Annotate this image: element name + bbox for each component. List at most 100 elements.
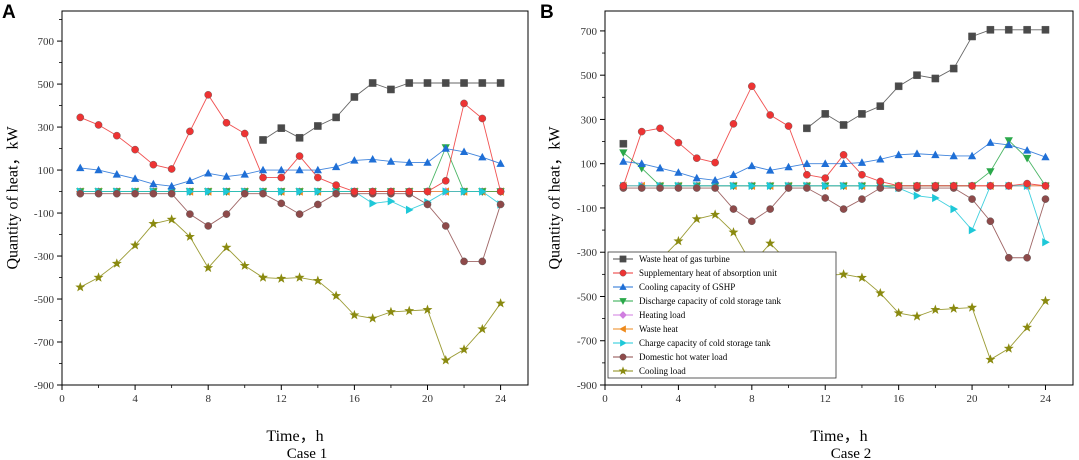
data-point xyxy=(674,184,683,192)
data-point xyxy=(496,200,505,209)
data-point xyxy=(314,200,322,209)
series-line xyxy=(80,193,502,262)
data-point xyxy=(875,287,886,298)
data-point xyxy=(730,181,738,190)
data-point xyxy=(368,187,377,196)
data-point xyxy=(460,187,469,196)
data-point xyxy=(1042,238,1050,247)
data-point xyxy=(949,64,958,73)
data-point xyxy=(673,235,684,246)
data-point xyxy=(294,272,305,282)
data-point xyxy=(478,257,487,266)
data-point xyxy=(656,184,664,192)
data-point xyxy=(986,138,995,146)
data-point xyxy=(1041,195,1050,203)
panel-b-label: B xyxy=(540,2,554,23)
legend-item: Cooling capacity of GSHP xyxy=(613,282,735,292)
data-point xyxy=(710,209,721,219)
data-point xyxy=(441,79,450,87)
data-point xyxy=(1004,182,1013,190)
series-6-group xyxy=(620,181,1050,247)
y-tick-label: 300 xyxy=(38,122,55,134)
data-point xyxy=(495,298,506,308)
data-point xyxy=(259,189,267,198)
data-point xyxy=(459,344,469,354)
data-point xyxy=(186,210,194,218)
data-point xyxy=(222,118,231,127)
series-7-group xyxy=(619,184,1050,262)
data-point xyxy=(931,150,940,159)
legend-label: Supplementary heat of absorption unit xyxy=(639,268,777,278)
panel-b-series xyxy=(618,26,1051,364)
data-point xyxy=(149,189,158,198)
data-point xyxy=(258,272,268,282)
data-point xyxy=(913,191,922,200)
data-point xyxy=(496,159,505,167)
legend-marker xyxy=(619,325,626,333)
data-point xyxy=(691,213,702,224)
data-point xyxy=(222,210,231,218)
data-point xyxy=(729,170,738,179)
series-2-group xyxy=(76,144,505,190)
data-point xyxy=(331,290,342,301)
data-point xyxy=(858,170,866,179)
data-point xyxy=(312,275,323,285)
data-point xyxy=(1003,343,1014,353)
data-point xyxy=(350,93,359,101)
data-point xyxy=(186,127,194,136)
data-point xyxy=(349,309,360,320)
data-point xyxy=(131,189,139,198)
data-point xyxy=(240,170,249,178)
legend-label: Waste heat of gas turbine xyxy=(639,254,730,264)
panel-a-case-label: Case 1 xyxy=(287,446,327,460)
data-point xyxy=(1022,322,1033,332)
data-point xyxy=(367,313,378,323)
data-point xyxy=(223,187,231,196)
data-point xyxy=(619,182,628,190)
data-point xyxy=(422,304,433,314)
data-point xyxy=(856,272,867,282)
data-point xyxy=(112,170,121,178)
data-point xyxy=(460,99,468,108)
data-point xyxy=(655,163,665,172)
data-point xyxy=(385,306,396,317)
series-line xyxy=(80,93,502,192)
data-point xyxy=(784,162,793,171)
data-point xyxy=(277,165,286,174)
series-line xyxy=(80,191,501,211)
data-point xyxy=(656,124,664,133)
data-point xyxy=(350,187,359,196)
x-tick-label: 24 xyxy=(495,393,507,405)
data-point xyxy=(296,187,304,196)
y-tick-label: -500 xyxy=(34,294,55,306)
data-point xyxy=(386,157,396,165)
data-point xyxy=(803,124,811,133)
data-point xyxy=(839,121,848,129)
legend-label: Discharge capacity of cold storage tank xyxy=(639,296,782,306)
y-tick-label: -100 xyxy=(34,208,55,220)
panel-b: B 0 4 8 12 16 20 24 700 500 300 100 -100 -300 -500 -70… xyxy=(540,2,1074,460)
data-point xyxy=(766,166,775,174)
y-tick-label: -900 xyxy=(34,380,55,392)
data-point xyxy=(893,307,904,318)
data-point xyxy=(259,136,267,144)
data-point xyxy=(387,85,395,94)
data-point xyxy=(295,134,304,142)
legend-marker xyxy=(618,366,628,375)
data-point xyxy=(276,273,287,283)
y-tick-label: 100 xyxy=(581,159,598,171)
series-0-group xyxy=(619,26,1050,148)
data-point xyxy=(479,187,487,196)
data-point xyxy=(986,182,995,190)
series-line xyxy=(622,85,1046,187)
data-point xyxy=(240,189,249,198)
y-tick-label: -700 xyxy=(34,337,55,349)
data-point xyxy=(821,174,830,182)
x-tick-label: 20 xyxy=(422,393,434,405)
series-0-group xyxy=(259,79,505,144)
legend-marker xyxy=(619,353,627,361)
y-tick-label: 500 xyxy=(38,79,55,91)
series-line xyxy=(623,139,1046,187)
data-point xyxy=(728,227,739,237)
legend-marker xyxy=(619,298,627,305)
